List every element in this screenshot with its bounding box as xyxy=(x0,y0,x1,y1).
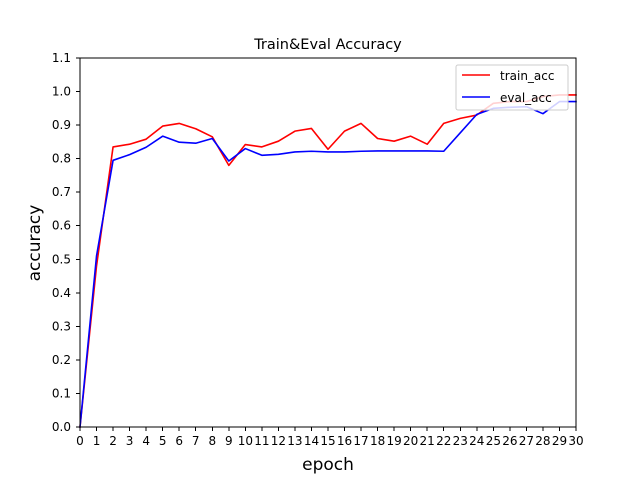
x-tick-label: 7 xyxy=(192,434,200,448)
title-layer: Train&Eval Accuracy xyxy=(253,37,402,53)
x-tick-label: 21 xyxy=(420,434,435,448)
series-line-eval-acc xyxy=(79,100,577,428)
x-tick-label: 30 xyxy=(568,434,583,448)
y-tick-label: 0.9 xyxy=(52,118,71,132)
x-tick-label: 5 xyxy=(159,434,167,448)
y-tick-label: 0.1 xyxy=(52,386,71,400)
x-tick-label: 11 xyxy=(254,434,269,448)
x-tick-label: 2 xyxy=(109,434,117,448)
y-tick-label: 0.3 xyxy=(52,319,71,333)
y-tick-label: 0.2 xyxy=(52,353,71,367)
x-tick-label: 6 xyxy=(175,434,183,448)
x-tick-label: 0 xyxy=(76,434,84,448)
chart-legend: train_acc eval_acc xyxy=(455,64,569,111)
y-tick-label: 0.8 xyxy=(52,152,71,166)
y-axis-ticks: 0.0 0.1 0.2 0.3 0.4 0.5 0.6 0.7 0.8 0.9 1.0 1.1 xyxy=(52,51,80,434)
x-tick-label: 14 xyxy=(304,434,319,448)
x-axis-ticks: 0 1 2 3 4 5 6 7 8 9 10 11 12 13 14 15 16 17 18 19 20 21 22 23 24… xyxy=(76,427,584,448)
y-axis-label: accuracy xyxy=(25,205,45,282)
x-tick-label: 3 xyxy=(126,434,134,448)
y-tick-label: 0.5 xyxy=(52,252,71,266)
legend-label-eval: eval_acc xyxy=(500,91,552,105)
x-tick-label: 1 xyxy=(93,434,101,448)
legend-box xyxy=(455,64,569,111)
series-layer xyxy=(79,94,577,428)
x-tick-label: 23 xyxy=(453,434,468,448)
x-tick-label: 10 xyxy=(238,434,253,448)
x-tick-label: 29 xyxy=(552,434,567,448)
x-tick-label: 12 xyxy=(271,434,286,448)
x-tick-label: 8 xyxy=(208,434,216,448)
x-tick-label: 20 xyxy=(403,434,418,448)
y-tick-label: 0.7 xyxy=(52,185,71,199)
plot-frame xyxy=(79,57,577,428)
x-tick-label: 16 xyxy=(337,434,352,448)
x-tick-label: 26 xyxy=(502,434,517,448)
x-tick-label: 18 xyxy=(370,434,385,448)
x-tick-label: 22 xyxy=(436,434,451,448)
x-tick-label: 19 xyxy=(386,434,401,448)
x-tick-label: 13 xyxy=(287,434,302,448)
x-tick-label: 27 xyxy=(519,434,534,448)
chart-title: Train&Eval Accuracy xyxy=(253,37,402,53)
y-tick-label: 0.6 xyxy=(52,219,71,233)
legend-label-train: train_acc xyxy=(500,69,554,83)
y-tick-label: 1.1 xyxy=(52,51,71,65)
y-tick-label: 0.0 xyxy=(52,420,71,434)
series-line-train-acc xyxy=(79,94,577,428)
x-tick-label: 9 xyxy=(225,434,233,448)
x-tick-label: 17 xyxy=(353,434,368,448)
x-tick-label: 4 xyxy=(142,434,150,448)
y-tick-label: 1.0 xyxy=(52,85,71,99)
x-tick-label: 25 xyxy=(486,434,501,448)
x-axis-label: epoch xyxy=(302,455,354,475)
y-tick-label: 0.4 xyxy=(52,286,71,300)
x-tick-label: 28 xyxy=(535,434,550,448)
x-tick-label: 15 xyxy=(320,434,335,448)
x-tick-label: 24 xyxy=(469,434,484,448)
